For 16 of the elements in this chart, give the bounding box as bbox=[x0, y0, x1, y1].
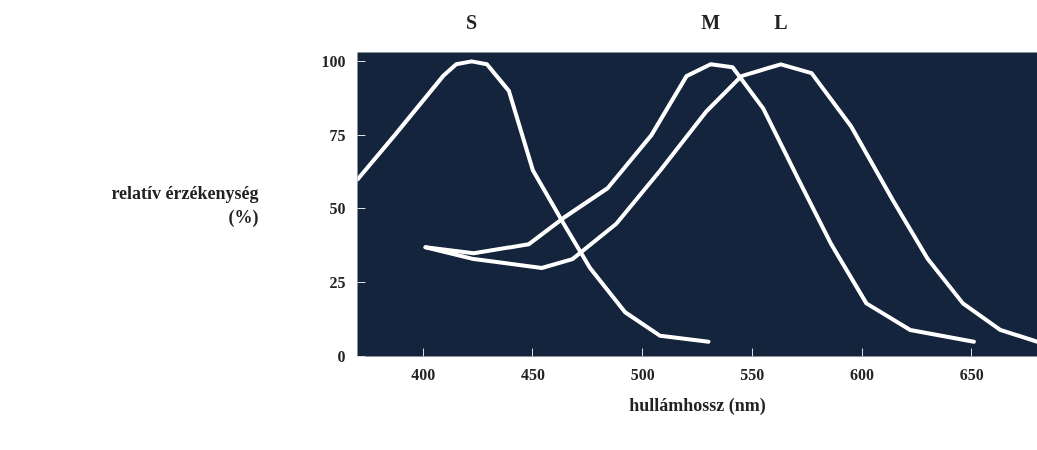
x-tick-label: 600 bbox=[850, 365, 875, 383]
x-tick-label: 450 bbox=[520, 365, 545, 383]
y-tick-label: 75 bbox=[329, 126, 346, 144]
y-tick-label: 0 bbox=[337, 348, 346, 365]
y-tick-label: 25 bbox=[329, 274, 346, 292]
y-tick-label: 100 bbox=[321, 52, 346, 70]
x-tick-label: 500 bbox=[630, 365, 655, 383]
series-label: M bbox=[701, 10, 721, 33]
x-tick-label: 400 bbox=[411, 365, 436, 383]
series-label: S bbox=[466, 10, 478, 33]
series-label: L bbox=[774, 10, 788, 33]
x-tick-label: 650 bbox=[959, 365, 984, 383]
y-tick-label: 50 bbox=[329, 200, 346, 218]
x-axis-title: hullámhossz (nm) bbox=[629, 394, 766, 416]
y-axis-title: relatív érzékenység (%) bbox=[111, 182, 259, 228]
x-tick-label: 550 bbox=[740, 365, 765, 383]
